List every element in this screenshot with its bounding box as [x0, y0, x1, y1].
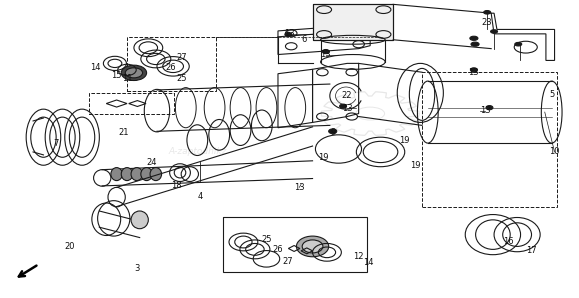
Ellipse shape [329, 129, 337, 134]
Ellipse shape [121, 65, 146, 80]
Text: 11: 11 [122, 74, 132, 83]
Text: 13: 13 [468, 68, 479, 77]
Text: 10: 10 [549, 148, 560, 156]
Text: 18: 18 [171, 181, 181, 190]
Ellipse shape [121, 167, 133, 181]
Text: 4: 4 [197, 192, 203, 201]
Text: 6: 6 [301, 35, 307, 44]
Text: 27: 27 [177, 53, 187, 62]
Ellipse shape [471, 42, 479, 46]
Text: 19: 19 [318, 153, 328, 162]
Bar [127, 37, 217, 91]
Ellipse shape [323, 49, 329, 54]
Text: 19: 19 [400, 136, 410, 145]
Ellipse shape [285, 32, 292, 37]
Polygon shape [313, 4, 393, 40]
Text: 9: 9 [330, 128, 335, 137]
Ellipse shape [340, 104, 347, 108]
Text: 7: 7 [53, 139, 59, 148]
Text: 12: 12 [353, 252, 364, 261]
Ellipse shape [141, 167, 152, 181]
Text: 5: 5 [549, 90, 554, 99]
Text: 13: 13 [294, 183, 305, 192]
Text: 13: 13 [342, 104, 353, 113]
Ellipse shape [486, 105, 493, 110]
Text: 14: 14 [90, 63, 101, 72]
Ellipse shape [150, 167, 162, 181]
Bar [422, 72, 558, 207]
Text: 25: 25 [177, 74, 187, 83]
Ellipse shape [470, 36, 478, 40]
Text: 26: 26 [272, 245, 283, 254]
Text: 27: 27 [283, 257, 293, 266]
Ellipse shape [302, 240, 323, 253]
Text: 15: 15 [111, 71, 122, 80]
Ellipse shape [470, 68, 477, 72]
Text: A-zaptodhikz: A-zaptodhikz [168, 148, 226, 156]
Text: 22: 22 [342, 91, 353, 100]
Text: 13: 13 [284, 30, 295, 38]
Ellipse shape [111, 167, 122, 181]
Text: 3: 3 [134, 264, 140, 273]
Text: 23: 23 [482, 18, 493, 27]
Ellipse shape [483, 10, 490, 14]
Text: 16: 16 [503, 238, 514, 246]
Ellipse shape [131, 211, 148, 229]
Text: 21: 21 [119, 128, 129, 137]
Text: 24: 24 [146, 158, 157, 167]
Text: 19: 19 [410, 161, 420, 170]
Ellipse shape [490, 30, 497, 33]
Ellipse shape [125, 68, 142, 78]
Text: 14: 14 [363, 258, 373, 267]
Text: 20: 20 [64, 242, 75, 251]
Bar [223, 217, 367, 271]
Bar [89, 93, 174, 114]
Ellipse shape [131, 167, 142, 181]
Ellipse shape [515, 42, 522, 46]
Text: 25: 25 [261, 235, 272, 243]
Ellipse shape [296, 236, 329, 257]
Text: 26: 26 [166, 63, 176, 72]
Text: 17: 17 [526, 246, 537, 255]
Text: 13: 13 [321, 50, 331, 59]
Text: 13: 13 [480, 106, 491, 115]
